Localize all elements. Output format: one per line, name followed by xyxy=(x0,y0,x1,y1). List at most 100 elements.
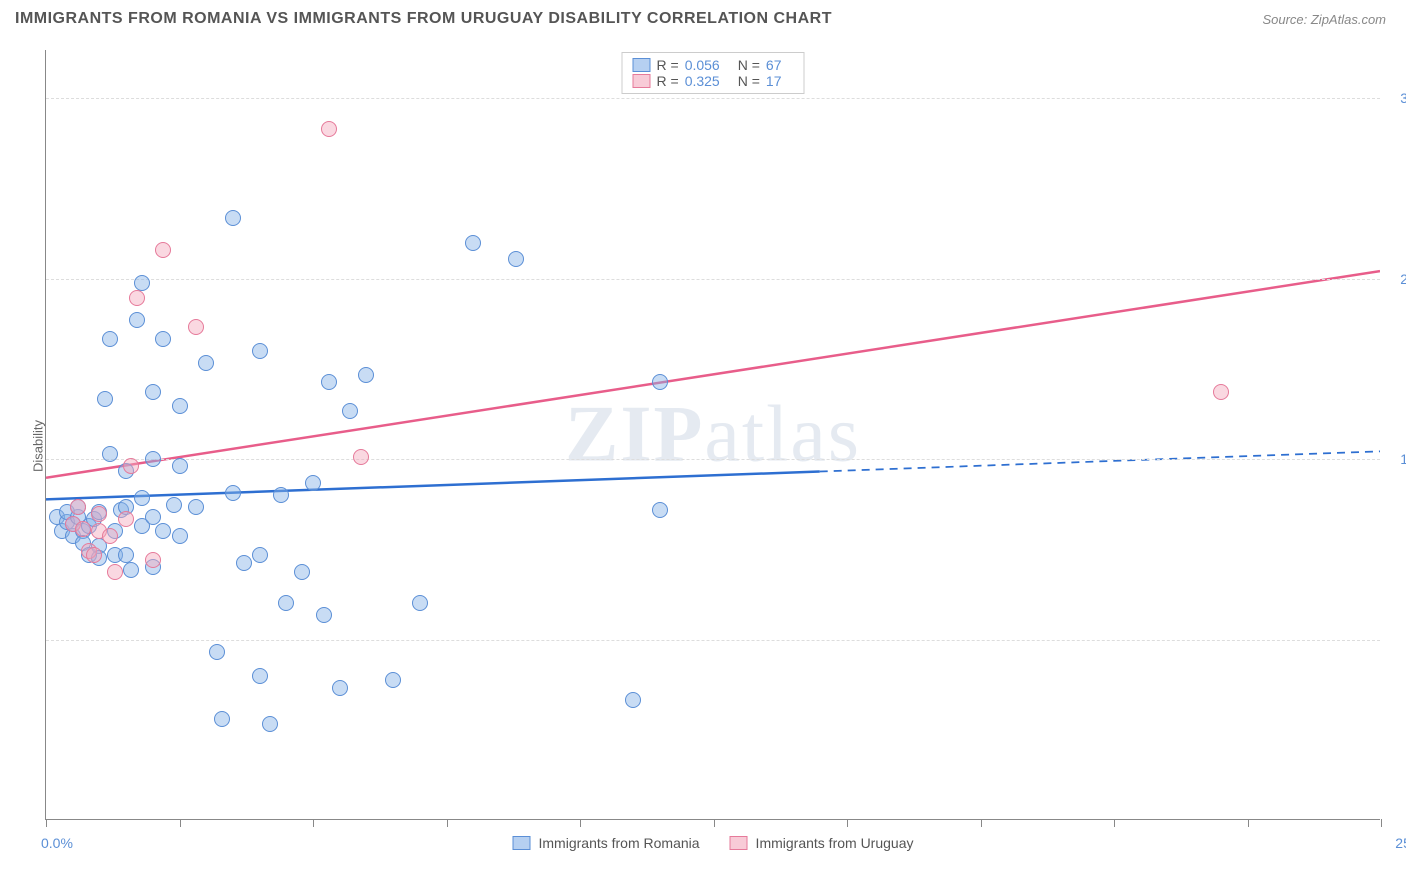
data-point xyxy=(321,374,337,390)
data-point xyxy=(155,242,171,258)
legend-stats-row: R = 0.056 N = 67 xyxy=(633,57,794,73)
data-point xyxy=(97,391,113,407)
data-point xyxy=(172,528,188,544)
chart-source: Source: ZipAtlas.com xyxy=(1262,12,1386,27)
x-tick xyxy=(313,819,314,827)
data-point xyxy=(155,331,171,347)
data-point xyxy=(236,555,252,571)
data-point xyxy=(123,458,139,474)
data-point xyxy=(316,607,332,623)
r-label: R = xyxy=(657,73,679,89)
data-point xyxy=(75,521,91,537)
trend-lines-svg xyxy=(46,50,1380,819)
data-point xyxy=(652,374,668,390)
x-tick xyxy=(1381,819,1382,827)
gridline xyxy=(46,459,1380,460)
data-point xyxy=(102,331,118,347)
data-point xyxy=(91,506,107,522)
x-tick xyxy=(714,819,715,827)
data-point xyxy=(321,121,337,137)
data-point xyxy=(1213,384,1229,400)
data-point xyxy=(172,398,188,414)
data-point xyxy=(385,672,401,688)
y-tick-label: 15.0% xyxy=(1400,451,1406,467)
n-label: N = xyxy=(738,73,760,89)
chart-header: IMMIGRANTS FROM ROMANIA VS IMMIGRANTS FR… xyxy=(0,0,1406,33)
data-point xyxy=(198,355,214,371)
legend-label: Immigrants from Uruguay xyxy=(756,835,914,851)
data-point xyxy=(342,403,358,419)
data-point xyxy=(188,319,204,335)
n-value: 17 xyxy=(766,73,782,89)
x-tick xyxy=(180,819,181,827)
data-point xyxy=(273,487,289,503)
y-tick-label: 30.0% xyxy=(1400,90,1406,106)
gridline xyxy=(46,640,1380,641)
data-point xyxy=(107,564,123,580)
legend-swatch-blue xyxy=(633,58,651,72)
data-point xyxy=(252,547,268,563)
x-tick xyxy=(447,819,448,827)
gridline xyxy=(46,98,1380,99)
data-point xyxy=(145,509,161,525)
legend-stats: R = 0.056 N = 67 R = 0.325 N = 17 xyxy=(622,52,805,94)
data-point xyxy=(332,680,348,696)
data-point xyxy=(129,290,145,306)
data-point xyxy=(465,235,481,251)
legend-item: Immigrants from Uruguay xyxy=(730,835,914,851)
legend-swatch-pink xyxy=(730,836,748,850)
gridline xyxy=(46,279,1380,280)
r-value: 0.325 xyxy=(685,73,720,89)
legend-item: Immigrants from Romania xyxy=(513,835,700,851)
data-point xyxy=(70,499,86,515)
data-point xyxy=(102,446,118,462)
data-point xyxy=(225,485,241,501)
data-point xyxy=(353,449,369,465)
x-tick xyxy=(981,819,982,827)
data-point xyxy=(252,668,268,684)
data-point xyxy=(134,490,150,506)
n-label: N = xyxy=(738,57,760,73)
data-point xyxy=(508,251,524,267)
x-axis-min-label: 0.0% xyxy=(41,835,73,851)
r-value: 0.056 xyxy=(685,57,720,73)
legend-series: Immigrants from Romania Immigrants from … xyxy=(513,835,914,851)
data-point xyxy=(145,451,161,467)
watermark: ZIPatlas xyxy=(565,389,861,480)
legend-swatch-blue xyxy=(513,836,531,850)
data-point xyxy=(214,711,230,727)
data-point xyxy=(155,523,171,539)
scatter-chart: ZIPatlas R = 0.056 N = 67 R = 0.325 N = … xyxy=(45,50,1380,820)
data-point xyxy=(188,499,204,515)
data-point xyxy=(118,511,134,527)
data-point xyxy=(625,692,641,708)
data-point xyxy=(209,644,225,660)
x-tick xyxy=(847,819,848,827)
data-point xyxy=(305,475,321,491)
r-label: R = xyxy=(657,57,679,73)
data-point xyxy=(86,547,102,563)
y-axis-label: Disability xyxy=(31,420,46,472)
data-point xyxy=(172,458,188,474)
data-point xyxy=(358,367,374,383)
data-point xyxy=(145,384,161,400)
data-point xyxy=(252,343,268,359)
data-point xyxy=(123,562,139,578)
data-point xyxy=(262,716,278,732)
data-point xyxy=(145,552,161,568)
x-tick xyxy=(1114,819,1115,827)
x-axis-max-label: 25.0% xyxy=(1395,835,1406,851)
data-point xyxy=(102,528,118,544)
x-tick xyxy=(1248,819,1249,827)
x-tick xyxy=(46,819,47,827)
data-point xyxy=(278,595,294,611)
data-point xyxy=(166,497,182,513)
legend-stats-row: R = 0.325 N = 17 xyxy=(633,73,794,89)
y-tick-label: 22.5% xyxy=(1400,271,1406,287)
data-point xyxy=(412,595,428,611)
data-point xyxy=(225,210,241,226)
data-point xyxy=(294,564,310,580)
data-point xyxy=(652,502,668,518)
legend-label: Immigrants from Romania xyxy=(539,835,700,851)
data-point xyxy=(129,312,145,328)
